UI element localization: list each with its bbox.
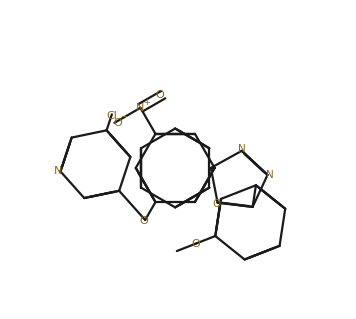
Text: Cl: Cl [106, 111, 117, 121]
Text: O: O [155, 90, 164, 100]
Text: N: N [266, 170, 273, 180]
Text: O: O [213, 199, 221, 210]
Text: N: N [238, 144, 246, 154]
Text: +: + [143, 98, 151, 107]
Text: O: O [192, 239, 200, 249]
Text: O: O [139, 216, 148, 226]
Text: −: − [121, 112, 129, 122]
Text: N: N [53, 166, 62, 175]
Text: O: O [114, 118, 122, 128]
Text: N: N [136, 103, 145, 113]
